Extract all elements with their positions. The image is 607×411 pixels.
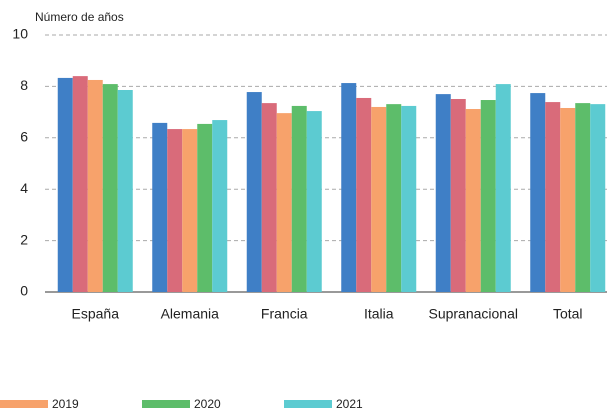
x-tick-label: Italia bbox=[364, 306, 394, 322]
bar bbox=[152, 122, 168, 292]
y-tick-label: 6 bbox=[20, 129, 28, 145]
bar bbox=[560, 107, 576, 292]
bar bbox=[575, 103, 591, 292]
y-tick-label: 8 bbox=[20, 77, 28, 93]
bar bbox=[102, 84, 118, 292]
bar bbox=[356, 97, 372, 292]
x-tick-label: España bbox=[72, 306, 120, 322]
bar bbox=[261, 103, 277, 292]
x-tick-label: Alemania bbox=[161, 306, 220, 322]
legend-label: 2021 bbox=[336, 397, 363, 411]
bar bbox=[276, 113, 292, 293]
bar bbox=[72, 76, 88, 293]
legend-label: 2019 bbox=[52, 397, 79, 411]
bar bbox=[117, 89, 133, 292]
bar bbox=[530, 93, 546, 292]
bar bbox=[480, 100, 496, 292]
bar bbox=[435, 94, 451, 292]
bar bbox=[57, 77, 73, 292]
bar bbox=[197, 123, 213, 292]
bar bbox=[371, 106, 387, 293]
bar bbox=[182, 129, 198, 292]
y-tick-label: 10 bbox=[12, 26, 28, 42]
bar bbox=[450, 98, 466, 292]
y-tick-label: 0 bbox=[20, 283, 28, 299]
y-tick-label: 4 bbox=[20, 180, 28, 196]
bar bbox=[212, 120, 228, 292]
bar bbox=[167, 129, 183, 292]
bar bbox=[590, 104, 606, 293]
legend-swatch bbox=[0, 400, 48, 408]
y-tick-label: 2 bbox=[20, 231, 28, 247]
bar bbox=[291, 105, 307, 292]
bar bbox=[246, 92, 262, 292]
bar bbox=[401, 105, 417, 292]
bar bbox=[386, 104, 402, 293]
bar bbox=[87, 79, 103, 292]
legend-label: 2020 bbox=[194, 397, 221, 411]
bar bbox=[341, 83, 357, 293]
bar bbox=[495, 84, 511, 292]
bar bbox=[545, 102, 561, 293]
legend-swatch bbox=[284, 400, 332, 408]
legend-swatch bbox=[142, 400, 190, 408]
bar bbox=[306, 111, 322, 293]
x-tick-label: Supranacional bbox=[428, 306, 518, 322]
x-tick-label: Francia bbox=[261, 306, 308, 322]
x-tick-label: Total bbox=[553, 306, 583, 322]
bar bbox=[465, 109, 481, 293]
y-axis-label: Número de años bbox=[35, 10, 124, 24]
